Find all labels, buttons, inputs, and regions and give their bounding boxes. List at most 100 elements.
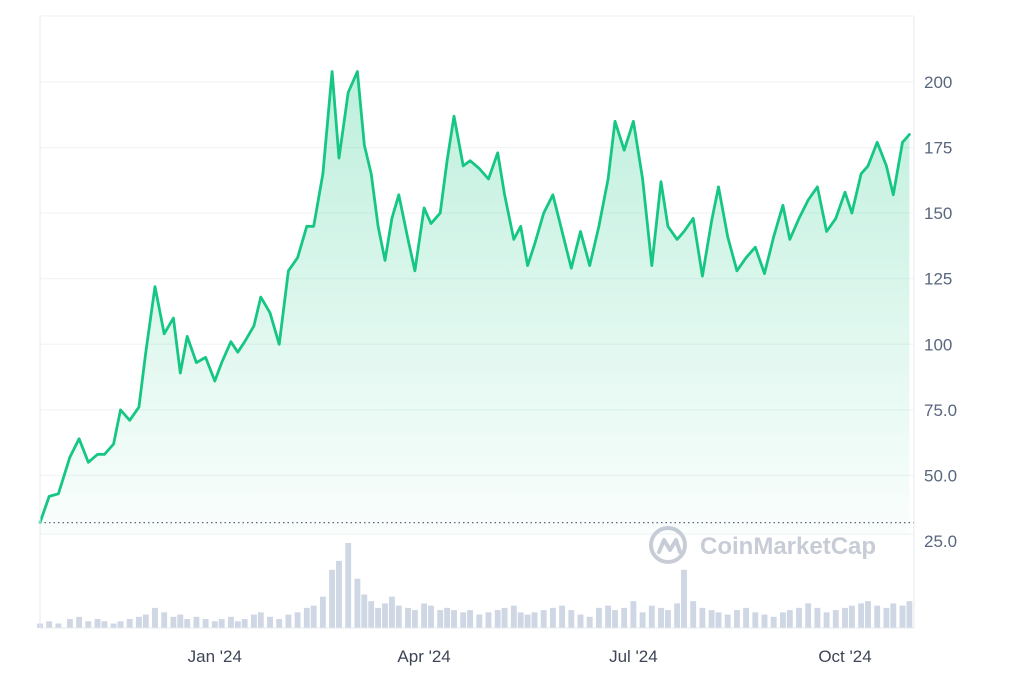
volume-bar bbox=[674, 603, 681, 628]
price-point bbox=[204, 356, 206, 358]
price-point bbox=[331, 70, 333, 72]
price-point bbox=[641, 178, 643, 180]
price-point bbox=[851, 212, 853, 214]
price-point bbox=[745, 257, 747, 259]
volume-bar bbox=[354, 578, 361, 628]
price-point bbox=[439, 212, 441, 214]
volume-bar bbox=[211, 621, 218, 628]
volume-bar bbox=[883, 607, 890, 628]
volume-bar bbox=[733, 610, 740, 628]
volume-bar bbox=[752, 612, 759, 628]
volume-bar bbox=[46, 621, 53, 628]
price-point bbox=[860, 173, 862, 175]
volume-bar bbox=[681, 569, 687, 628]
price-point bbox=[69, 456, 71, 458]
x-tick-label: Jan '24 bbox=[188, 647, 242, 666]
price-area-fill bbox=[40, 71, 910, 534]
y-tick-label: 175 bbox=[924, 139, 952, 158]
price-point bbox=[363, 144, 365, 146]
price-point bbox=[278, 343, 280, 345]
volume-bar bbox=[234, 621, 241, 628]
price-point bbox=[782, 204, 784, 206]
price-point bbox=[789, 238, 791, 240]
price-point bbox=[253, 325, 255, 327]
volume-bar bbox=[142, 614, 149, 628]
volume-bar bbox=[405, 607, 411, 628]
price-point bbox=[87, 461, 89, 463]
x-tick-label: Oct '24 bbox=[818, 647, 871, 666]
y-tick-label: 50.0 bbox=[924, 466, 957, 485]
volume-bar bbox=[345, 543, 352, 628]
volume-bar bbox=[170, 616, 177, 628]
volume-bar bbox=[395, 605, 402, 628]
price-point bbox=[570, 267, 572, 269]
price-point bbox=[526, 264, 528, 266]
volume-bar bbox=[621, 607, 628, 628]
price-point bbox=[892, 194, 894, 196]
volume-bar bbox=[501, 607, 508, 628]
volume-bar bbox=[428, 605, 434, 628]
volume-bar bbox=[559, 605, 566, 628]
volume-bar bbox=[241, 619, 248, 628]
price-point bbox=[221, 361, 223, 363]
volume-bar bbox=[177, 614, 184, 628]
price-point bbox=[589, 264, 591, 266]
price-point bbox=[710, 220, 712, 222]
price-point bbox=[296, 257, 298, 259]
volume-bar bbox=[690, 601, 697, 628]
price-point bbox=[377, 225, 379, 227]
price-point bbox=[717, 186, 719, 188]
price-point bbox=[825, 230, 827, 232]
price-point bbox=[398, 194, 400, 196]
price-point bbox=[145, 351, 147, 353]
price-point bbox=[660, 181, 662, 183]
price-point bbox=[96, 453, 98, 455]
price-point bbox=[287, 270, 289, 272]
price-point bbox=[798, 217, 800, 219]
volume-bars bbox=[37, 543, 913, 628]
price-point bbox=[727, 236, 729, 238]
price-point bbox=[453, 115, 455, 117]
volume-bar bbox=[906, 601, 913, 628]
volume-bar bbox=[85, 621, 92, 628]
volume-bar bbox=[444, 607, 451, 628]
price-point bbox=[552, 194, 554, 196]
volume-bar bbox=[899, 605, 906, 628]
price-point bbox=[520, 225, 522, 227]
volume-bar bbox=[549, 607, 556, 628]
y-tick-label: 25.0 bbox=[924, 532, 957, 551]
axes bbox=[39, 15, 915, 629]
price-point bbox=[763, 272, 765, 274]
watermark: CoinMarketCap bbox=[649, 526, 876, 564]
volume-bar bbox=[227, 616, 234, 628]
volume-bar bbox=[858, 603, 865, 628]
volume-bar bbox=[786, 610, 793, 628]
price-point bbox=[835, 217, 837, 219]
price-point bbox=[543, 212, 545, 214]
volume-bar bbox=[460, 612, 467, 628]
price-point bbox=[214, 380, 216, 382]
price-point bbox=[469, 160, 471, 162]
price-point bbox=[754, 246, 756, 248]
price-point bbox=[430, 222, 432, 224]
price-point bbox=[384, 259, 386, 261]
price-point bbox=[103, 453, 105, 455]
volume-bar bbox=[568, 610, 575, 628]
volume-bar bbox=[76, 616, 83, 628]
price-point bbox=[269, 312, 271, 314]
price-point bbox=[876, 141, 878, 143]
volume-bar bbox=[823, 612, 830, 628]
price-point bbox=[112, 443, 114, 445]
volume-bar bbox=[437, 610, 444, 628]
price-point bbox=[78, 438, 80, 440]
price-point bbox=[313, 225, 315, 227]
price-point bbox=[230, 341, 232, 343]
price-point bbox=[651, 264, 653, 266]
price-point bbox=[423, 207, 425, 209]
price-point bbox=[885, 165, 887, 167]
volume-bar bbox=[630, 601, 637, 628]
volume-bar bbox=[276, 619, 283, 628]
volume-bar bbox=[510, 605, 517, 628]
